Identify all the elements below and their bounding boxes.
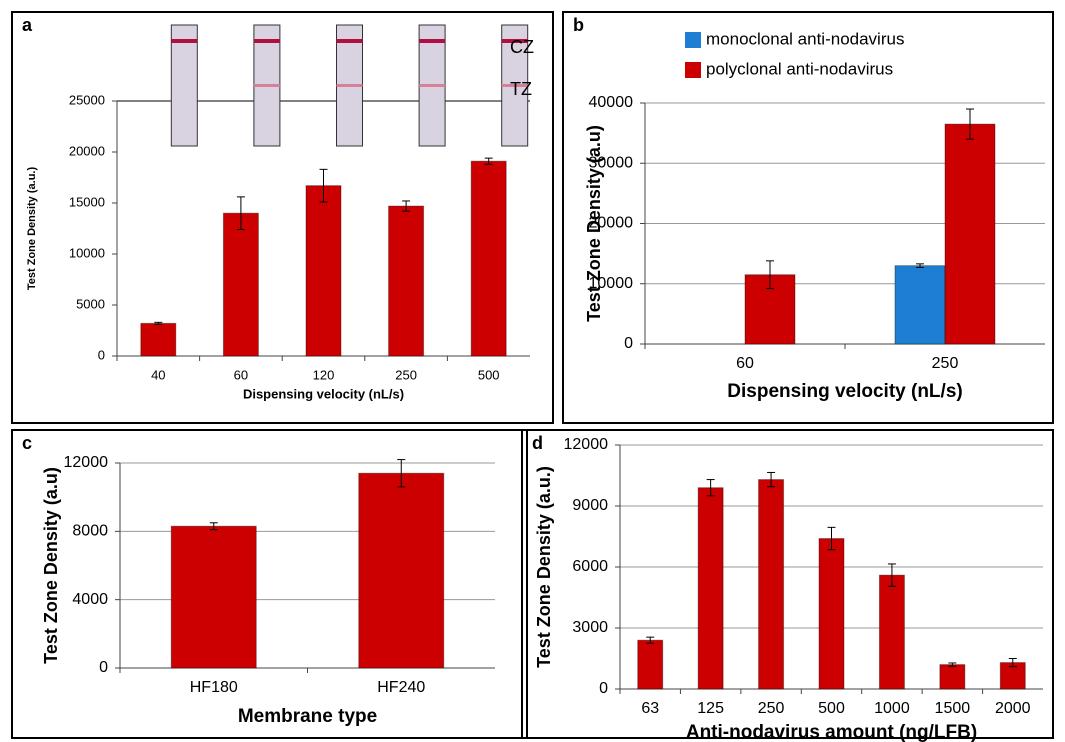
bar — [305, 185, 342, 357]
x-tick-label: HF240 — [377, 679, 425, 696]
panel-frame — [521, 429, 1054, 739]
y-axis-title: Test Zone Density (a.u) — [584, 125, 604, 322]
bar — [758, 479, 785, 690]
y-tick-label: 0 — [599, 680, 608, 697]
strip-band — [419, 39, 446, 43]
strip-band — [501, 84, 528, 87]
bar — [818, 538, 845, 690]
y-tick-label: 5000 — [76, 296, 105, 311]
y-tick-label: 0 — [99, 659, 108, 676]
strip-band — [336, 84, 363, 87]
panel-label: b — [573, 15, 584, 35]
x-tick-label: 40 — [151, 367, 165, 382]
y-tick-label: 6000 — [572, 558, 608, 575]
strip-band — [171, 39, 198, 43]
legend-swatch — [685, 32, 701, 48]
bar — [878, 574, 905, 690]
y-tick-label: 4000 — [72, 591, 108, 608]
panel-frame — [11, 429, 528, 739]
y-tick-label: 0 — [624, 335, 633, 352]
y-tick-label: 25000 — [69, 92, 105, 107]
x-tick-label: 250 — [758, 700, 785, 717]
legend-swatch — [685, 62, 701, 78]
strip-image — [170, 24, 198, 147]
y-tick-label: 20000 — [589, 215, 634, 232]
panel-label: c — [22, 433, 32, 453]
strip-band — [253, 84, 280, 87]
x-tick-label: 500 — [818, 700, 845, 717]
y-tick-label: 9000 — [572, 497, 608, 514]
bar — [637, 639, 664, 690]
x-tick-label: 250 — [395, 367, 417, 382]
y-axis-title: Test Zone Density (a.u.) — [26, 167, 38, 291]
x-tick-label: HF180 — [190, 679, 238, 696]
strip-band — [336, 39, 363, 43]
bar — [894, 265, 946, 345]
panel-frame — [562, 11, 1054, 424]
strip-label: TZ — [510, 79, 532, 99]
y-axis-title: Test Zone Density (a.u.) — [534, 466, 554, 668]
bar — [470, 160, 507, 357]
bar — [358, 472, 445, 669]
panel-frame — [11, 11, 554, 424]
bar — [222, 212, 259, 357]
y-axis-title: Test Zone Density (a.u) — [41, 467, 61, 664]
x-tick-label: 1500 — [935, 700, 971, 717]
x-axis-title: Dispensing velocity (nL/s) — [727, 381, 962, 402]
bar — [697, 487, 724, 690]
x-axis-title: Membrane type — [238, 706, 377, 727]
x-tick-label: 500 — [478, 367, 500, 382]
x-axis-title: Anti-nodavirus amount (ng/LFB) — [686, 722, 977, 742]
y-tick-label: 30000 — [589, 154, 634, 171]
x-tick-label: 60 — [234, 367, 248, 382]
y-tick-label: 8000 — [72, 523, 108, 540]
strip-band — [253, 39, 280, 43]
strip-band — [501, 39, 528, 43]
y-tick-label: 12000 — [564, 436, 609, 453]
y-tick-label: 40000 — [589, 94, 634, 111]
bar — [944, 123, 996, 345]
x-tick-label: 120 — [313, 367, 335, 382]
legend-label: polyclonal anti-nodavirus — [706, 59, 893, 78]
y-tick-label: 10000 — [589, 275, 634, 292]
legend-label: monoclonal anti-nodavirus — [706, 29, 904, 48]
strip-label: CZ — [510, 37, 534, 57]
x-axis-title: Dispensing velocity (nL/s) — [243, 386, 404, 401]
y-tick-label: 10000 — [69, 245, 105, 260]
x-tick-label: 250 — [932, 355, 959, 372]
bar — [170, 525, 257, 669]
y-tick-label: 0 — [98, 347, 105, 362]
y-tick-label: 12000 — [64, 454, 109, 471]
x-tick-label: 63 — [641, 700, 659, 717]
x-tick-label: 60 — [736, 355, 754, 372]
strip-band — [419, 84, 446, 87]
y-tick-label: 15000 — [69, 194, 105, 209]
y-tick-label: 20000 — [69, 143, 105, 158]
x-tick-label: 1000 — [874, 700, 910, 717]
bar — [939, 664, 966, 690]
bar — [388, 205, 425, 357]
x-tick-label: 2000 — [995, 700, 1031, 717]
bar — [140, 322, 177, 357]
x-tick-label: 125 — [697, 700, 724, 717]
panel-label: a — [22, 15, 33, 35]
panel-label: d — [532, 433, 543, 453]
y-tick-label: 3000 — [572, 619, 608, 636]
